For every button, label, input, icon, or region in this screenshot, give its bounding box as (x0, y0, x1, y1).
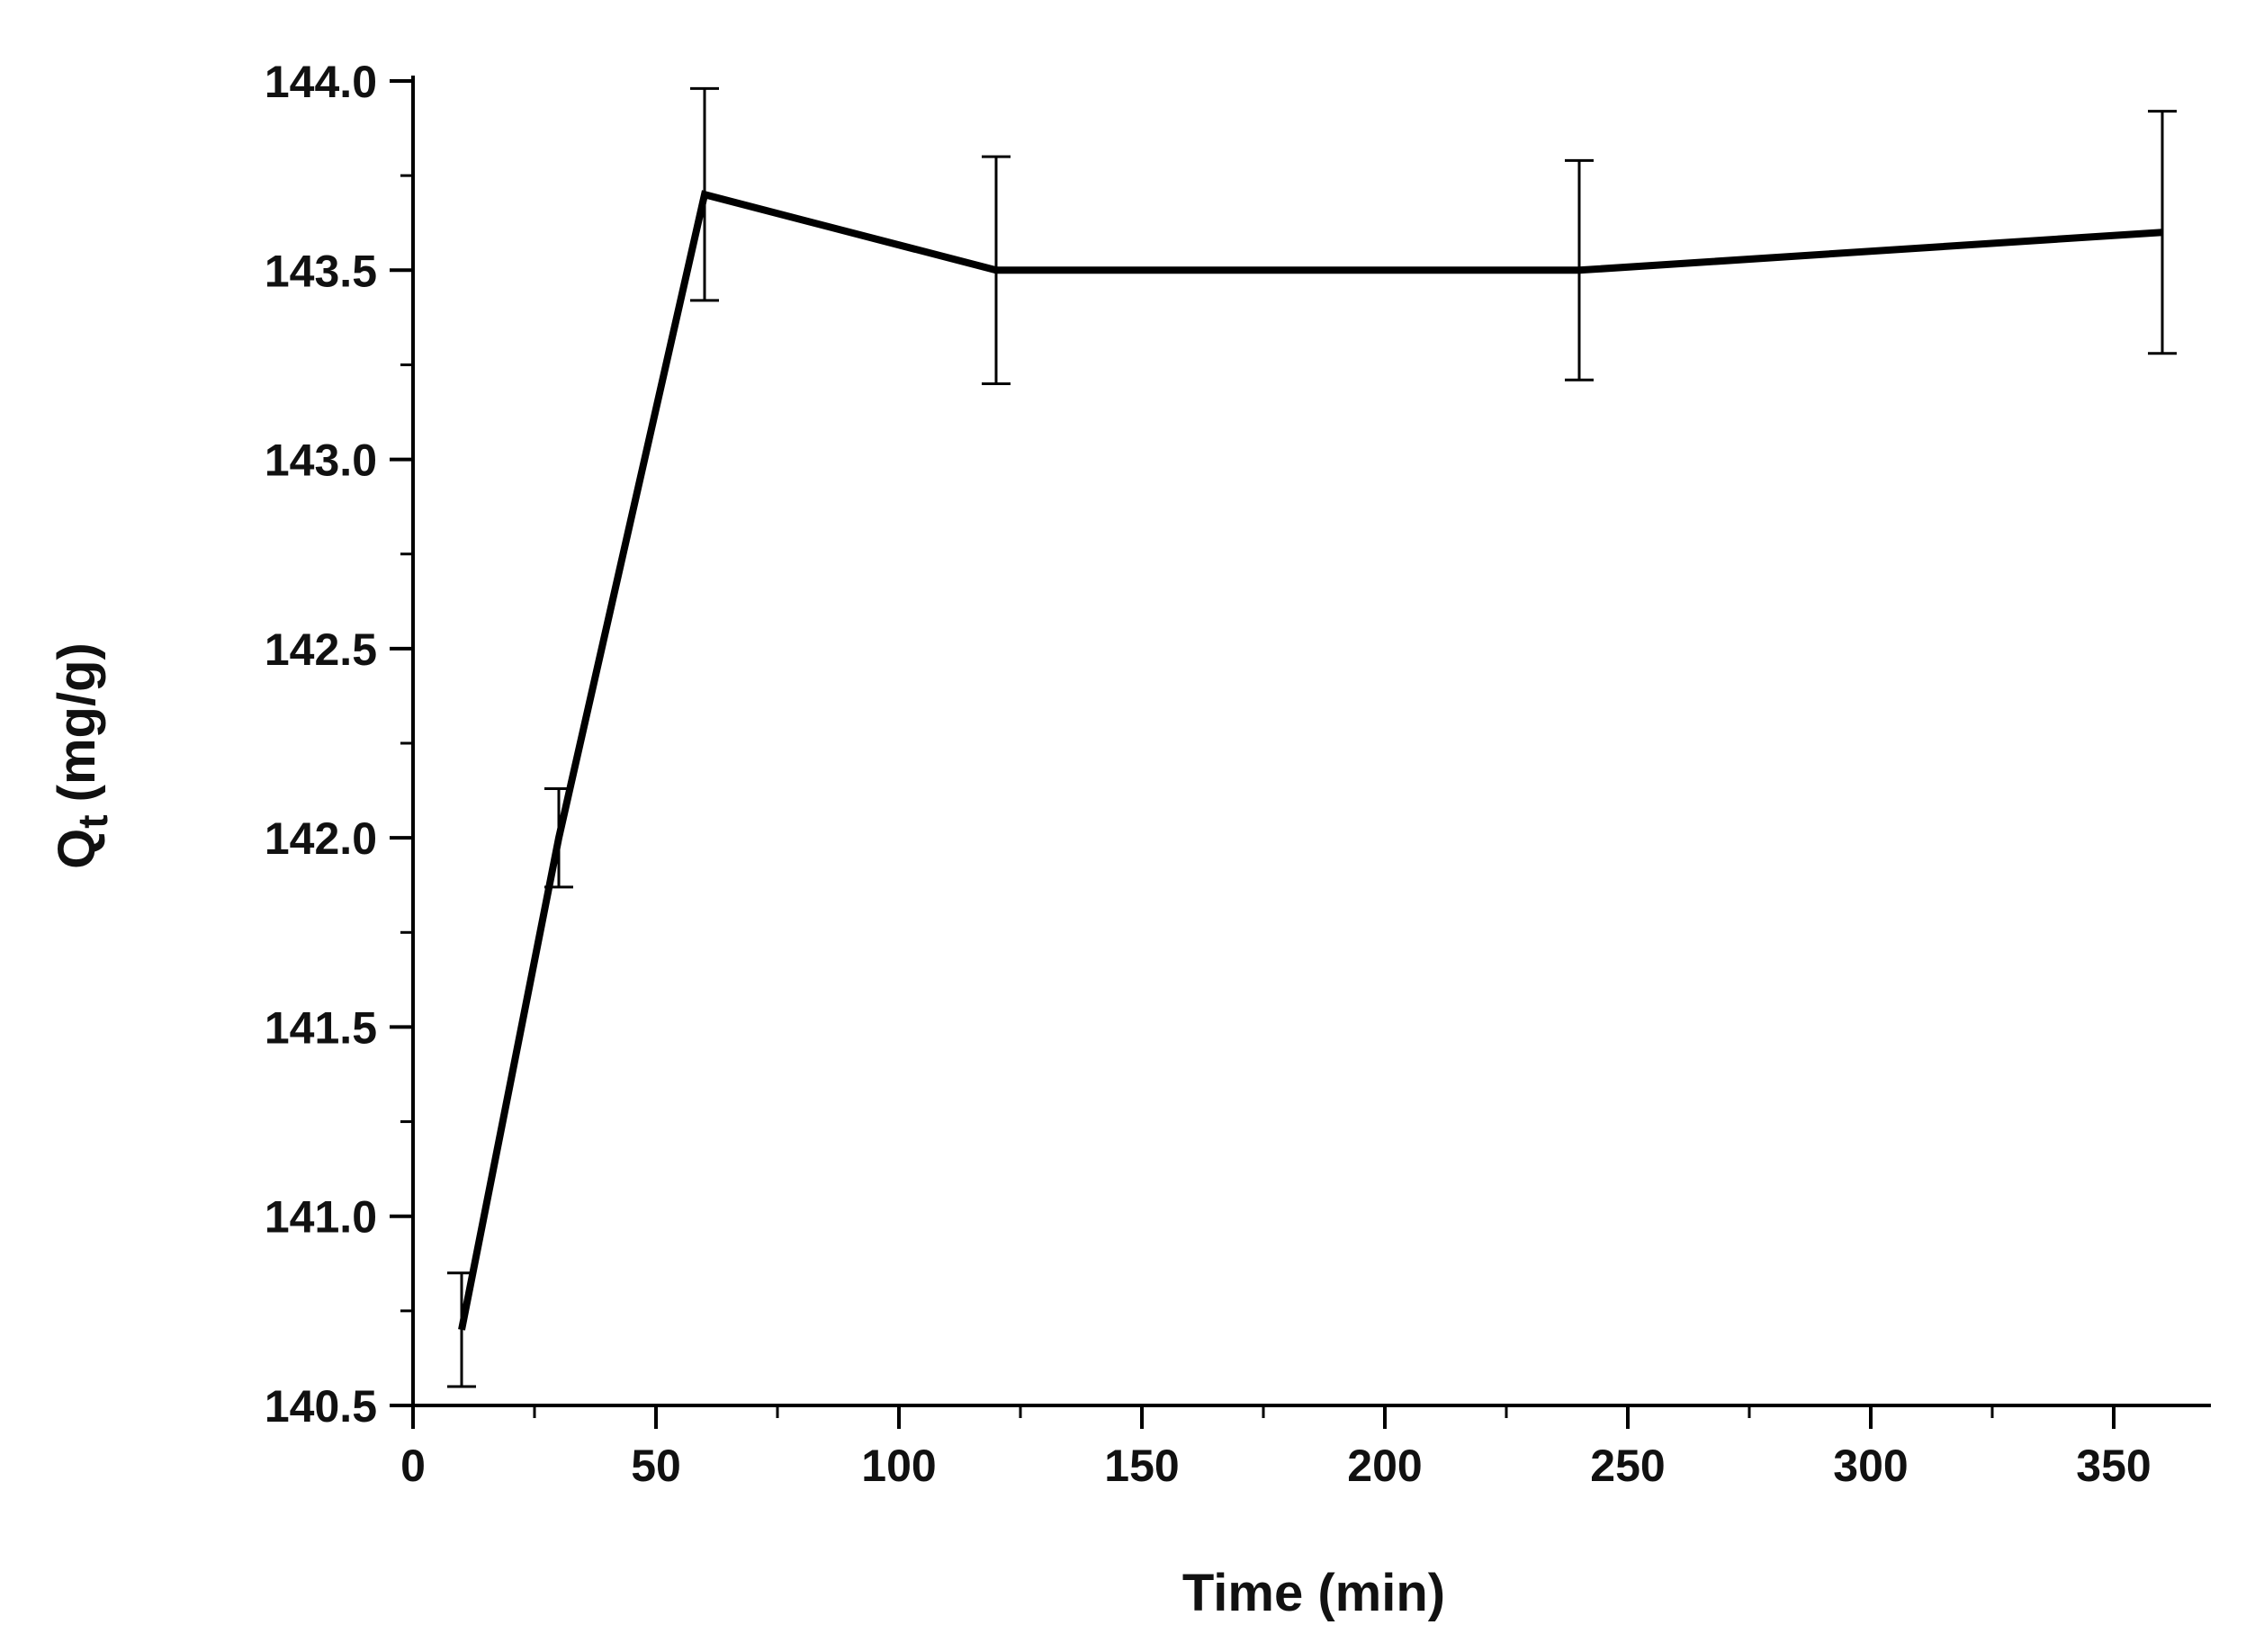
y-tick-label: 142.5 (265, 624, 377, 675)
x-tick-label: 200 (1347, 1441, 1422, 1491)
x-tick-label: 150 (1104, 1441, 1179, 1491)
data-series (447, 86, 2177, 1388)
series-line (458, 190, 2163, 1331)
x-axis-ticks: 0 50 100 150 200 250 300 350 (400, 1405, 2152, 1491)
y-tick-label: 140.5 (265, 1381, 377, 1432)
y-tick-label: 141.5 (265, 1002, 377, 1053)
axes (411, 76, 2211, 1407)
y-tick-label: 144.0 (265, 57, 377, 107)
x-tick-label: 350 (2076, 1441, 2151, 1491)
y-axis-ticks: 140.5 141.0 141.5 142.0 142.5 143.0 143.5 144.0 (265, 57, 413, 1432)
y-axis-title-unit: (mg/g) (48, 642, 106, 802)
y-axis-title: Qt (mg/g) (48, 642, 116, 869)
x-tick-label: 300 (1833, 1441, 1908, 1491)
y-axis-title-subscript: t (69, 814, 116, 828)
y-axis-title-main: Q (48, 829, 106, 869)
y-tick-label: 143.0 (265, 435, 377, 486)
x-axis-title: Time (min) (1182, 1564, 1445, 1622)
x-tick-label: 250 (1590, 1441, 1665, 1491)
y-tick-label: 141.0 (265, 1192, 377, 1243)
x-tick-label: 50 (631, 1441, 681, 1491)
x-tick-label: 100 (861, 1441, 936, 1491)
y-tick-label: 142.0 (265, 813, 377, 864)
y-tick-label: 143.5 (265, 246, 377, 296)
x-tick-label: 0 (400, 1441, 426, 1491)
